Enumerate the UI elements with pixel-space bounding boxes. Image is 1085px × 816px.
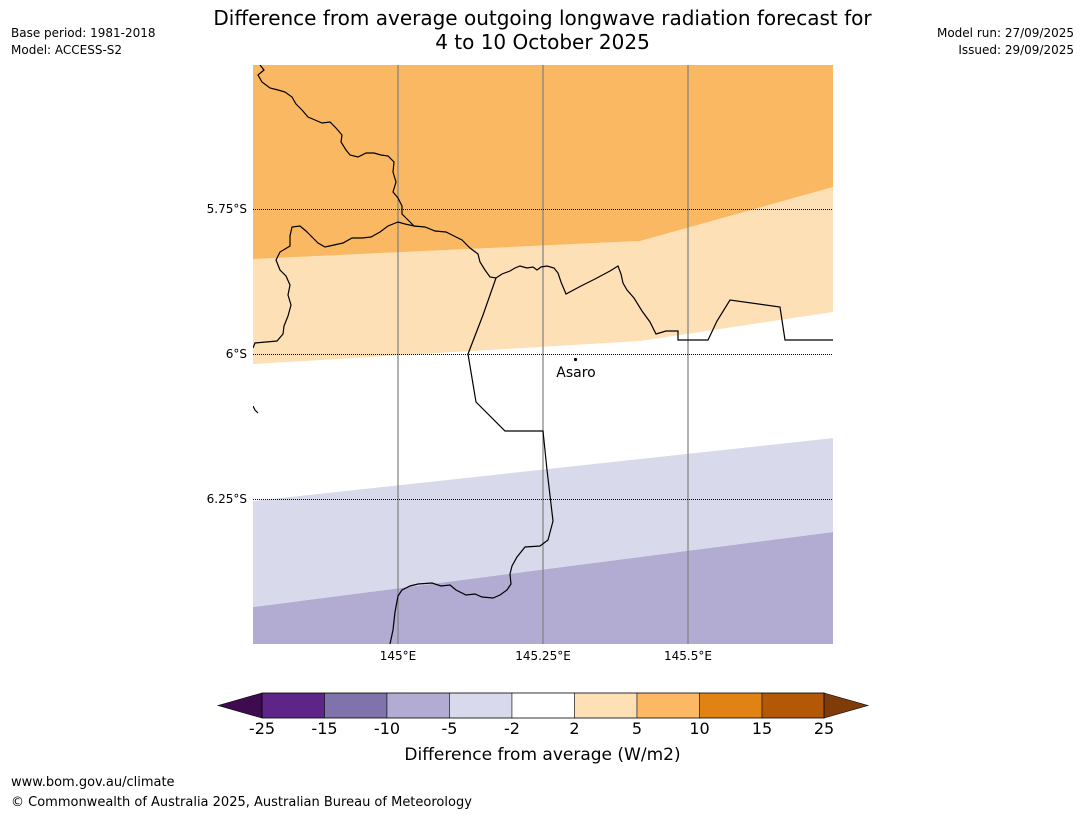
border-line-north xyxy=(253,65,416,349)
colorbar-segment xyxy=(574,692,638,719)
footer-copyright: © Commonwealth of Australia 2025, Austra… xyxy=(11,795,472,810)
colorbar-segment xyxy=(699,692,763,719)
title-line-2: 4 to 10 October 2025 xyxy=(435,30,650,54)
border-line-central xyxy=(413,225,833,341)
border-line-south xyxy=(389,277,554,644)
asaro-marker xyxy=(573,357,578,362)
colorbar-segment xyxy=(511,692,575,719)
colorbar xyxy=(216,692,870,719)
lon-label-145-5e: 145.5°E xyxy=(664,649,712,663)
colorbar-tick-label: 25 xyxy=(813,719,835,738)
colorbar-segment xyxy=(761,692,825,719)
footer-url: www.bom.gov.au/climate xyxy=(11,775,175,790)
lat-label-6-25s: 6.25°S xyxy=(206,492,247,506)
colorbar-tick-label: -5 xyxy=(441,719,458,738)
model-text: Model: ACCESS-S2 xyxy=(11,43,123,57)
colorbar-extend-high xyxy=(823,692,870,719)
issued-text: Issued: 29/09/2025 xyxy=(958,43,1074,57)
colorbar-tick-label: -2 xyxy=(504,719,520,738)
colorbar-tick-label: 2 xyxy=(569,719,580,738)
colorbar-segment xyxy=(386,692,450,719)
colorbar-tick-label: -15 xyxy=(311,719,338,738)
place-label-asaro: Asaro xyxy=(556,365,596,381)
province-borders xyxy=(253,65,833,644)
model-run-text: Model run: 27/09/2025 xyxy=(936,26,1074,40)
colorbar-segment xyxy=(261,692,325,719)
colorbar-tick-label: 15 xyxy=(751,719,773,738)
meta-right: Model run: 27/09/2025 Issued: 29/09/2025 xyxy=(937,25,1074,59)
lon-label-145e: 145°E xyxy=(379,649,417,663)
title-line-1: Difference from average outgoing longwav… xyxy=(213,6,872,30)
colorbar-segment xyxy=(636,692,700,719)
border-line-west-stub xyxy=(253,405,259,414)
colorbar-tick-label: -10 xyxy=(373,719,401,738)
base-period-text: Base period: 1981-2018 xyxy=(11,26,156,40)
colorbar-tick-label: 5 xyxy=(631,719,643,738)
chart-title: Difference from average outgoing longwav… xyxy=(0,6,1085,54)
map-plot-area xyxy=(253,65,833,644)
colorbar-frame xyxy=(261,692,825,719)
lon-label-145-25e: 145.25°E xyxy=(515,649,571,663)
colorbar-extend-low xyxy=(216,692,263,719)
colorbar-segment xyxy=(324,692,388,719)
lat-label-6s: 6°S xyxy=(225,347,247,361)
meta-left: Base period: 1981-2018 Model: ACCESS-S2 xyxy=(11,25,156,59)
colorbar-segment xyxy=(449,692,513,719)
colorbar-tick-label: 10 xyxy=(689,719,710,738)
lat-label-5-75s: 5.75°S xyxy=(206,202,247,216)
colorbar-title: Difference from average (W/m2) xyxy=(404,745,681,765)
colorbar-tick-label: -25 xyxy=(248,719,276,738)
